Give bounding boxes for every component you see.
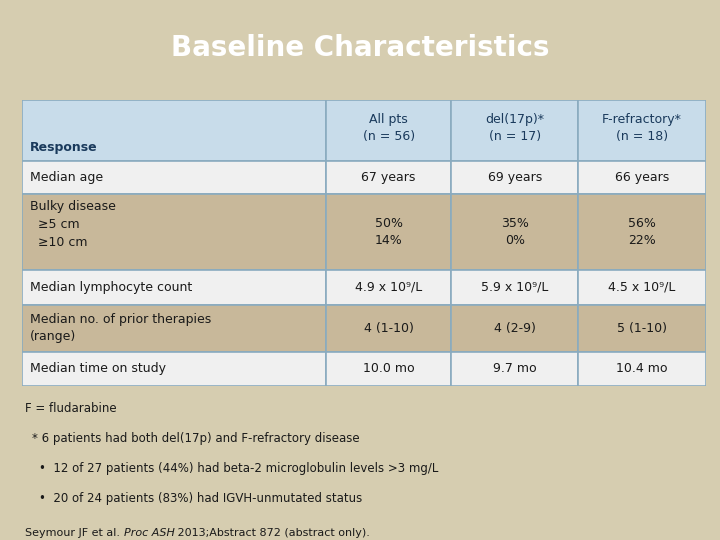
Text: 10.4 mo: 10.4 mo [616,362,667,375]
Text: Bulky disease
  ≥5 cm
  ≥10 cm: Bulky disease ≥5 cm ≥10 cm [30,200,116,249]
Bar [22,100,326,161]
Text: * 6 patients had both del(17p) and F-refractory disease: * 6 patients had both del(17p) and F-ref… [32,432,359,445]
Bar [22,161,326,194]
Text: 50%
14%: 50% 14% [374,217,402,247]
Bar [451,161,578,194]
Bar [451,270,578,305]
Text: del(17p)*
(n = 17): del(17p)* (n = 17) [485,113,544,143]
Bar [578,270,706,305]
Text: All pts
(n = 56): All pts (n = 56) [362,113,415,143]
Text: Proc ASH: Proc ASH [124,528,174,538]
Text: Response: Response [30,141,97,154]
Bar [578,305,706,352]
Text: 56%
22%: 56% 22% [628,217,656,247]
Text: 4.5 x 10⁹/L: 4.5 x 10⁹/L [608,281,675,294]
Text: 10.0 mo: 10.0 mo [363,362,415,375]
Text: F-refractory*
(n = 18): F-refractory* (n = 18) [602,113,682,143]
Bar [451,305,578,352]
Text: •  20 of 24 patients (83%) had IGVH-unmutated status: • 20 of 24 patients (83%) had IGVH-unmut… [39,492,362,505]
Bar [578,194,706,270]
Text: F = fludarabine: F = fludarabine [25,402,117,415]
Text: •  12 of 27 patients (44%) had beta-2 microglobulin levels >3 mg/L: • 12 of 27 patients (44%) had beta-2 mic… [39,462,438,475]
Bar [578,161,706,194]
Bar [22,352,326,386]
Text: Median lymphocyte count: Median lymphocyte count [30,281,192,294]
Bar [451,194,578,270]
Text: 4.9 x 10⁹/L: 4.9 x 10⁹/L [355,281,422,294]
Text: 2013;Abstract 872 (abstract only).: 2013;Abstract 872 (abstract only). [174,528,370,538]
Text: Seymour JF et al.: Seymour JF et al. [25,528,124,538]
Text: Baseline Characteristics: Baseline Characteristics [171,35,549,62]
Text: Median age: Median age [30,171,103,184]
Text: 4 (1-10): 4 (1-10) [364,322,413,335]
Text: 4 (2-9): 4 (2-9) [494,322,536,335]
Bar [22,194,326,270]
Text: Median no. of prior therapies
(range): Median no. of prior therapies (range) [30,313,211,343]
Bar [326,270,451,305]
Bar [578,352,706,386]
Bar [326,161,451,194]
Text: 66 years: 66 years [615,171,669,184]
Bar [22,305,326,352]
Bar [326,305,451,352]
Bar [326,100,451,161]
Text: Median time on study: Median time on study [30,362,166,375]
Text: 5 (1-10): 5 (1-10) [617,322,667,335]
Text: 9.7 mo: 9.7 mo [493,362,536,375]
Bar [451,352,578,386]
Text: 35%
0%: 35% 0% [501,217,528,247]
Bar [578,100,706,161]
Bar [451,100,578,161]
Text: 69 years: 69 years [487,171,542,184]
Bar [326,194,451,270]
Bar [22,270,326,305]
Text: 5.9 x 10⁹/L: 5.9 x 10⁹/L [481,281,549,294]
Bar [326,352,451,386]
Text: 67 years: 67 years [361,171,415,184]
